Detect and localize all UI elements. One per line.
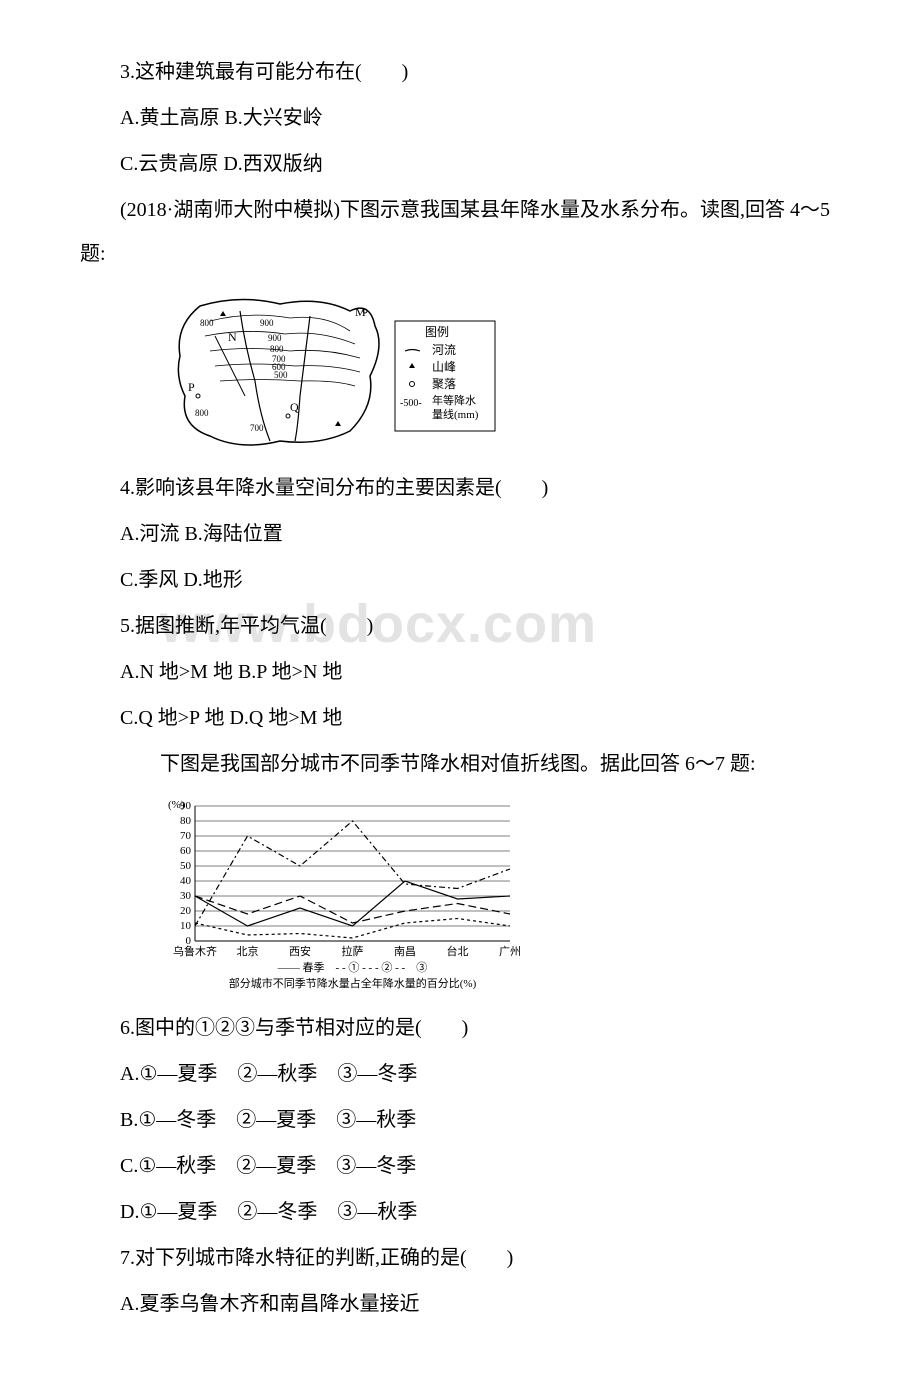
- legend-settlement: 聚落: [432, 377, 456, 391]
- legend-title: 图例: [425, 325, 449, 339]
- q6-option-b: B.①—冬季 ②—夏季 ③—秋季: [80, 1098, 840, 1142]
- svg-text:西安: 西安: [289, 944, 311, 958]
- q3-options-ab: A.黄土高原 B.大兴安岭: [80, 96, 840, 140]
- svg-text:900: 900: [268, 333, 282, 343]
- q7-option-a: A.夏季乌鲁木齐和南昌降水量接近: [80, 1282, 840, 1326]
- map-svg: M N P Q 900 900 800 700 600 500 800 800 …: [160, 286, 500, 456]
- q5-stem: 5.据图推断,年平均气温( ): [80, 604, 840, 648]
- svg-text:800: 800: [200, 318, 214, 328]
- svg-text:40: 40: [180, 875, 192, 887]
- q3-stem: 3.这种建筑最有可能分布在( ): [80, 50, 840, 94]
- document-content: 3.这种建筑最有可能分布在( ) A.黄土高原 B.大兴安岭 C.云贵高原 D.…: [80, 50, 840, 1326]
- q6-option-a: A.①—夏季 ②—秋季 ③—冬季: [80, 1052, 840, 1096]
- legend-isoline-a: 年等降水: [432, 393, 476, 407]
- svg-text:台北: 台北: [447, 944, 469, 958]
- q6-option-d: D.①—夏季 ②—冬季 ③—秋季: [80, 1190, 840, 1234]
- q4-options-cd: C.季风 D.地形: [80, 558, 840, 602]
- svg-text:—— 春季 - - ① - - - ② - - ③: —— 春季 - - ① - - - ② - - ③: [277, 961, 427, 974]
- svg-text:80: 80: [180, 815, 192, 827]
- svg-text:700: 700: [250, 423, 264, 433]
- svg-text:乌鲁木齐: 乌鲁木齐: [173, 944, 217, 958]
- svg-text:500: 500: [274, 370, 288, 380]
- q6-option-c: C.①—秋季 ②—夏季 ③—冬季: [80, 1144, 840, 1188]
- svg-text:900: 900: [260, 318, 274, 328]
- q4-stem: 4.影响该县年降水量空间分布的主要因素是( ): [80, 466, 840, 510]
- svg-text:30: 30: [180, 890, 192, 902]
- svg-text:50: 50: [180, 860, 192, 872]
- q5-options-ab: A.N 地>M 地 B.P 地>N 地: [80, 650, 840, 694]
- svg-text:广州: 广州: [499, 945, 520, 958]
- map-figure: M N P Q 900 900 800 700 600 500 800 800 …: [160, 286, 840, 456]
- map-label-q: Q: [290, 400, 299, 414]
- legend-isoline-b: 量线(mm): [432, 407, 479, 421]
- chart-figure: 0102030405060708090(%)乌鲁木齐北京西安拉萨南昌台北广州——…: [160, 796, 840, 996]
- svg-text:南昌: 南昌: [394, 945, 416, 958]
- svg-text:800: 800: [270, 344, 284, 354]
- intro-6-7: 下图是我国部分城市不同季节降水相对值折线图。据此回答 6～7 题:: [80, 742, 840, 786]
- q6-stem: 6.图中的①②③与季节相对应的是( ): [80, 1006, 840, 1050]
- chart-svg: 0102030405060708090(%)乌鲁木齐北京西安拉萨南昌台北广州——…: [160, 796, 520, 996]
- map-label-n: N: [228, 330, 237, 344]
- svg-text:70: 70: [180, 830, 192, 842]
- map-label-m: M: [355, 305, 366, 319]
- legend-isoline-val: -500-: [400, 398, 422, 409]
- svg-text:(%): (%): [168, 799, 185, 811]
- svg-text:800: 800: [195, 408, 209, 418]
- legend-peak: 山峰: [432, 360, 456, 374]
- svg-text:北京: 北京: [237, 944, 259, 958]
- svg-text:10: 10: [180, 920, 192, 932]
- map-label-p: P: [188, 380, 195, 394]
- intro-4-5: (2018·湖南师大附中模拟)下图示意我国某县年降水量及水系分布。读图,回答 4…: [80, 188, 840, 276]
- svg-text:20: 20: [180, 905, 192, 917]
- svg-text:60: 60: [180, 845, 192, 857]
- q7-stem: 7.对下列城市降水特征的判断,正确的是( ): [80, 1236, 840, 1280]
- svg-text:拉萨: 拉萨: [342, 944, 364, 958]
- q4-options-ab: A.河流 B.海陆位置: [80, 512, 840, 556]
- legend-river: 河流: [432, 343, 456, 357]
- q3-options-cd: C.云贵高原 D.西双版纳: [80, 142, 840, 186]
- svg-text:部分城市不同季节降水量占全年降水量的百分比(%): 部分城市不同季节降水量占全年降水量的百分比(%): [229, 976, 477, 990]
- q5-options-cd: C.Q 地>P 地 D.Q 地>M 地: [80, 696, 840, 740]
